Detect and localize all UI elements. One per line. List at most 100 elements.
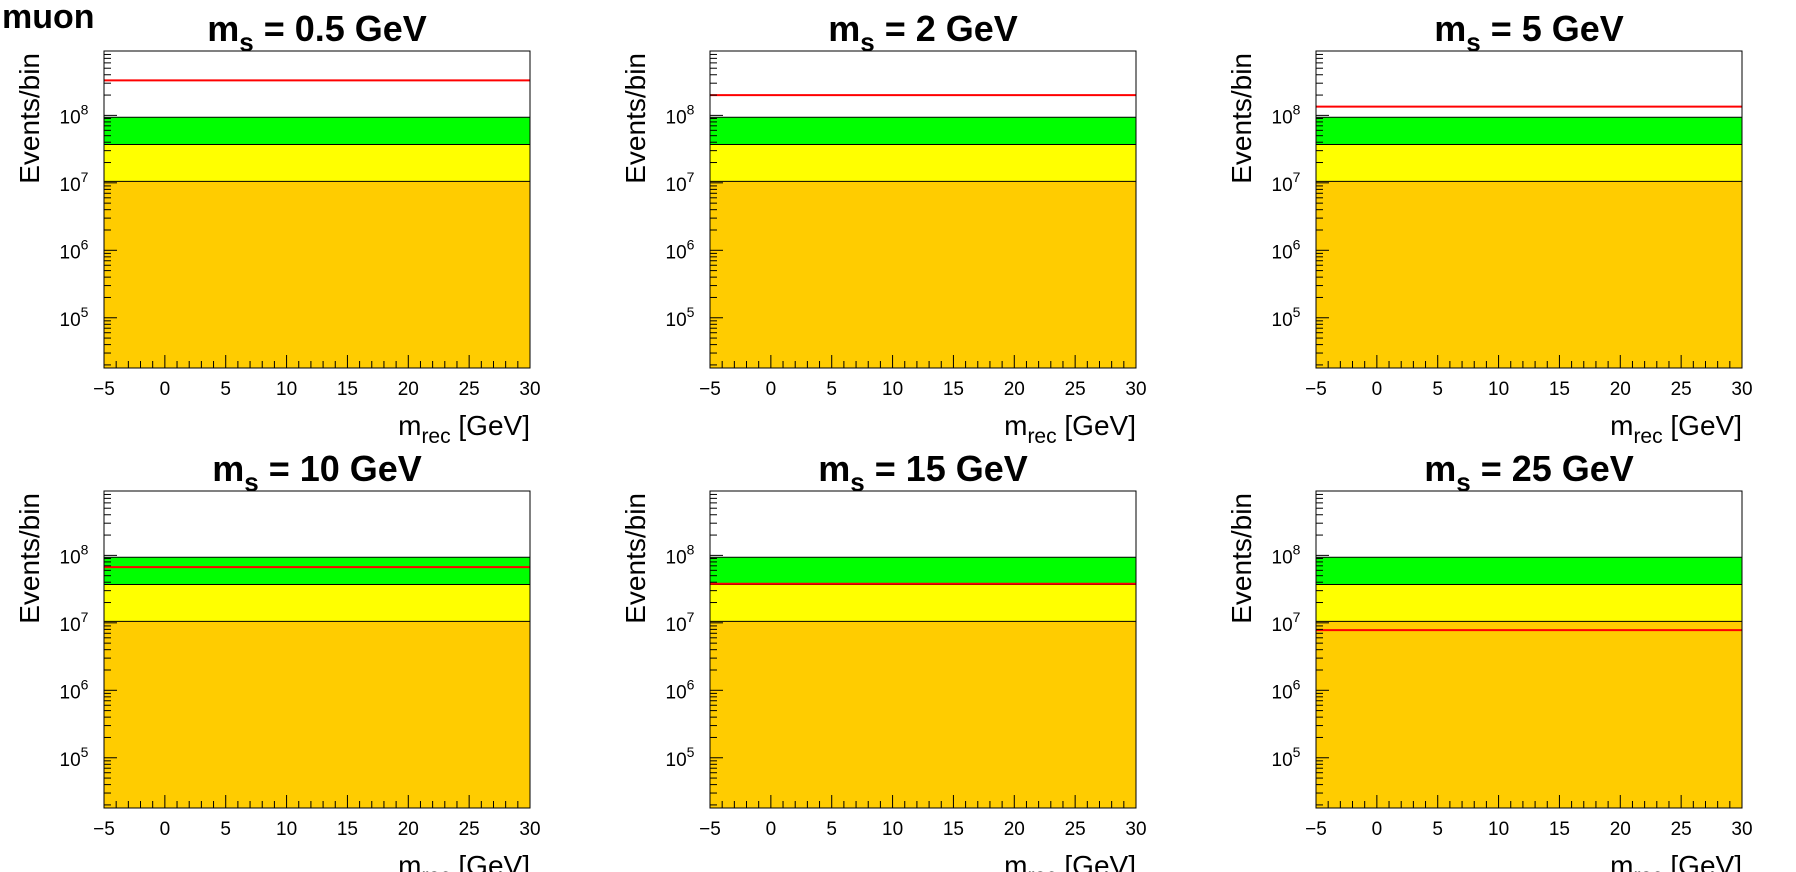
band-orange xyxy=(104,621,530,808)
x-tick-label: 25 xyxy=(1671,819,1692,840)
x-tick-label: 20 xyxy=(1610,819,1631,840)
band-yellow xyxy=(104,144,530,182)
y-tick-label: 108 xyxy=(1272,541,1301,568)
y-tick-label: 107 xyxy=(1272,169,1301,196)
x-axis-title: mrec [GeV] xyxy=(1004,410,1136,448)
x-tick-label: 0 xyxy=(766,379,777,400)
x-tick-label: −5 xyxy=(93,819,115,840)
x-tick-label: −5 xyxy=(1305,379,1327,400)
band-green xyxy=(710,117,1136,145)
x-tick-label: 30 xyxy=(519,379,540,400)
panel-title: ms = 15 GeV xyxy=(818,448,1028,497)
x-tick-label: 0 xyxy=(160,819,171,840)
band-green xyxy=(710,557,1136,585)
x-axis-title: mrec [GeV] xyxy=(1610,850,1742,872)
y-tick-label: 105 xyxy=(1272,744,1301,771)
y-tick-label: 108 xyxy=(666,541,695,568)
band-yellow xyxy=(104,584,530,622)
x-tick-label: 20 xyxy=(1610,379,1631,400)
y-tick-label: 105 xyxy=(1272,304,1301,331)
x-tick-label: 30 xyxy=(1125,819,1146,840)
chart-panel-4: −5 0 5 10 15 20 25 30 105 106 107 108 ms = 10 GeV mre… xyxy=(14,448,541,872)
x-tick-label: 15 xyxy=(337,379,358,400)
x-tick-label: −5 xyxy=(699,379,721,400)
x-tick-label: 5 xyxy=(1432,379,1443,400)
x-tick-label: 15 xyxy=(1549,819,1570,840)
y-tick-label: 106 xyxy=(60,676,89,703)
x-tick-label: 10 xyxy=(1488,819,1509,840)
x-axis-title: mrec [GeV] xyxy=(398,850,530,872)
band-orange xyxy=(1316,621,1742,808)
x-tick-label: 20 xyxy=(398,819,419,840)
x-tick-label: 0 xyxy=(1372,819,1383,840)
panel-title: ms = 0.5 GeV xyxy=(207,8,427,57)
band-orange xyxy=(710,621,1136,808)
y-tick-label: 106 xyxy=(666,236,695,263)
x-tick-label: 15 xyxy=(337,819,358,840)
y-tick-label: 105 xyxy=(60,744,89,771)
x-tick-label: 25 xyxy=(1671,379,1692,400)
x-tick-label: 20 xyxy=(1004,379,1025,400)
y-tick-label: 106 xyxy=(60,236,89,263)
x-tick-label: 10 xyxy=(1488,379,1509,400)
x-tick-label: 5 xyxy=(1432,819,1443,840)
y-axis-title: Events/bin xyxy=(14,493,45,624)
x-axis-title: mrec [GeV] xyxy=(1004,850,1136,872)
y-tick-label: 107 xyxy=(60,169,89,196)
y-tick-label: 106 xyxy=(1272,676,1301,703)
x-tick-label: 25 xyxy=(1065,819,1086,840)
y-tick-label: 107 xyxy=(666,169,695,196)
band-orange xyxy=(1316,181,1742,368)
band-orange xyxy=(710,181,1136,368)
band-yellow xyxy=(710,584,1136,622)
x-axis-title: mrec [GeV] xyxy=(1610,410,1742,448)
y-tick-label: 106 xyxy=(1272,236,1301,263)
x-tick-label: 15 xyxy=(943,819,964,840)
x-tick-label: −5 xyxy=(699,819,721,840)
band-yellow xyxy=(1316,144,1742,182)
band-green xyxy=(1316,117,1742,145)
y-tick-label: 108 xyxy=(60,541,89,568)
y-axis-title: Events/bin xyxy=(14,53,45,184)
x-tick-label: 5 xyxy=(220,819,231,840)
y-tick-label: 105 xyxy=(666,304,695,331)
x-tick-label: 25 xyxy=(459,819,480,840)
x-tick-label: 0 xyxy=(1372,379,1383,400)
x-tick-label: 5 xyxy=(826,819,837,840)
x-tick-label: 15 xyxy=(943,379,964,400)
band-green xyxy=(1316,557,1742,585)
x-tick-label: −5 xyxy=(1305,819,1327,840)
figure-label: muon xyxy=(2,0,95,36)
chart-panel-1: −5 0 5 10 15 20 25 30 105 106 107 108 ms = 0.5 GeV mr… xyxy=(14,8,541,448)
x-tick-label: 5 xyxy=(826,379,837,400)
y-tick-label: 107 xyxy=(666,609,695,636)
y-tick-label: 108 xyxy=(666,101,695,128)
x-tick-label: 25 xyxy=(459,379,480,400)
x-tick-label: 30 xyxy=(1731,379,1752,400)
y-tick-label: 107 xyxy=(1272,609,1301,636)
x-tick-label: 25 xyxy=(1065,379,1086,400)
x-tick-label: 10 xyxy=(276,379,297,400)
x-tick-label: 30 xyxy=(1125,379,1146,400)
y-tick-label: 106 xyxy=(666,676,695,703)
chart-panel-6: −5 0 5 10 15 20 25 30 105 106 107 108 ms = 25 GeV mre… xyxy=(1226,448,1753,872)
panel-title: ms = 25 GeV xyxy=(1424,448,1634,497)
x-tick-label: 0 xyxy=(766,819,777,840)
chart-panel-5: −5 0 5 10 15 20 25 30 105 106 107 108 ms = 15 GeV mre… xyxy=(620,448,1147,872)
x-tick-label: 30 xyxy=(1731,819,1752,840)
y-tick-label: 105 xyxy=(60,304,89,331)
band-green xyxy=(104,117,530,145)
x-tick-label: 10 xyxy=(882,819,903,840)
chart-panel-2: −5 0 5 10 15 20 25 30 105 106 107 108 ms = 2 GeV mrec… xyxy=(620,8,1147,448)
y-axis-title: Events/bin xyxy=(1226,53,1257,184)
x-tick-label: −5 xyxy=(93,379,115,400)
y-tick-label: 105 xyxy=(666,744,695,771)
band-orange xyxy=(104,181,530,368)
panel-title: ms = 10 GeV xyxy=(212,448,422,497)
x-tick-label: 20 xyxy=(1004,819,1025,840)
x-axis-title: mrec [GeV] xyxy=(398,410,530,448)
y-axis-title: Events/bin xyxy=(620,493,651,624)
y-tick-label: 108 xyxy=(60,101,89,128)
